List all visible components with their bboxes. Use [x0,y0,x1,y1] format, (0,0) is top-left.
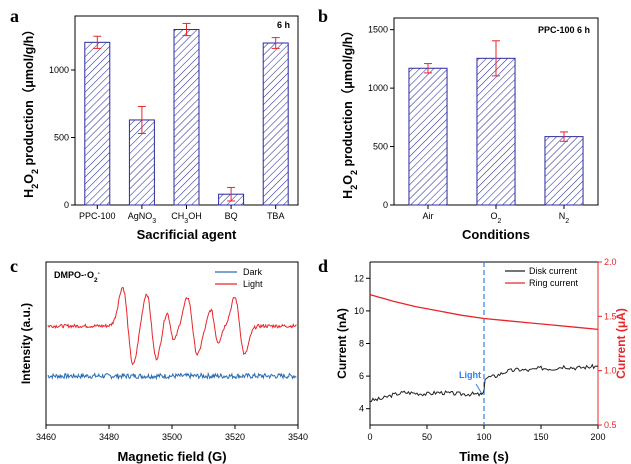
x-tick-label: PPC-100 [79,211,116,221]
legend-label: Ring current [529,278,579,288]
label-part: BQ [225,211,238,221]
legend-label: Disk current [529,266,578,276]
x-tick-label: 100 [476,432,491,442]
x-tick-label: 3460 [36,432,56,442]
bar [408,67,448,206]
legend-label: Light [243,279,263,289]
x-tick-label: 150 [533,432,548,442]
light-arrow [475,383,483,395]
y-tick-label-left: 8 [359,339,364,349]
label-part: PPC-100 [79,211,116,221]
panel-c-label: c [10,256,18,276]
label-part: CH [171,211,184,221]
light-label: Light [459,370,481,380]
label-part: 2 [94,277,98,284]
y-tick-label-left: 12 [354,273,364,283]
y-tick-label-right: 2.0 [604,257,617,267]
x-tick-label: 200 [590,432,605,442]
y-tick-label-right: 1.0 [604,366,617,376]
label-part: production（μmol/g/h） [21,23,36,169]
label-part: TBA [267,211,285,221]
x-tick-label: TBA [267,211,285,221]
y-tick-label: 0 [383,200,388,210]
x-tick-label: BQ [225,211,238,221]
y-axis-title: H2O2 production（μmol/g/h） [21,23,40,198]
series-line-light [47,286,297,366]
bar [476,57,516,206]
label-part: DMPO-·O [54,270,94,280]
x-tick-label: 3520 [225,432,245,442]
x-tick-label: O2 [491,211,502,225]
y-tick-label-left: 4 [359,404,364,414]
label-part: 2 [565,218,569,225]
label-part: 2 [349,170,359,175]
y-tick-label: 500 [54,133,69,143]
annotation: PPC-100 6 h [538,25,590,35]
label-part: 3 [184,218,188,225]
panel-c: c 3460 3480 3500 3520 3540 Magnetic field (G)… [10,256,308,464]
y-tick-label: 1500 [368,25,388,35]
x-tick-label: 3540 [288,432,308,442]
label-part: N [559,211,566,221]
series-line-ring-current [369,293,599,331]
x-tick-label: Air [423,211,434,221]
label-part: H [22,189,36,198]
x-axis-title: Conditions [462,227,530,242]
panel-b-label: b [318,6,328,26]
label-part: OH [188,211,202,221]
y-tick-label-right: 0.5 [604,420,617,430]
bar [262,42,289,206]
y-tick-label-right: 1.5 [604,311,617,321]
bar [84,41,111,206]
bar [544,136,584,206]
y-tick-label: 500 [373,142,388,152]
label-part: 2 [349,185,359,190]
x-axis-title: Magnetic field (G) [117,449,226,464]
series-line-dark [47,371,297,381]
label-part: Air [423,211,434,221]
x-tick-label: 3500 [162,432,182,442]
x-axis-title: Sacrificial agent [137,227,237,242]
y-axis-title: Intensity (a.u.) [19,303,33,384]
x-tick-label: AgNO3 [128,211,157,225]
y-axis-title: H2O2 production（μmol/g/h） [340,24,359,199]
label-part: 3 [152,218,156,225]
label-part: 2 [30,169,40,174]
series-line-disk-current [369,363,599,403]
x-tick-label: 0 [367,432,372,442]
bar [173,29,200,206]
y-axis-title-left: Current (nA) [335,308,349,379]
label-part: O [22,174,36,184]
label-part: AgNO [128,211,153,221]
label-part: 2 [498,218,502,225]
panel-d-label: d [318,256,328,276]
legend-label: Dark [243,267,263,277]
x-tick-label: N2 [559,211,570,225]
label-part: O [341,175,355,185]
annotation: 6 h [277,20,290,30]
label-part: 2 [30,184,40,189]
y-tick-label: 1000 [49,65,69,75]
x-tick-label: 50 [422,432,432,442]
label-part: - [98,270,100,277]
panel-d: d 0 50 100 150 200 4 6 8 10 12 0.5 1.0 1.5 2.0 Time (s… [318,256,628,464]
y-tick-label: 0 [64,200,69,210]
label-part: production（μmol/g/h） [340,24,355,170]
panel-a-label: a [10,6,19,26]
y-tick-label-left: 10 [354,306,364,316]
y-tick-label: 1000 [368,83,388,93]
y-axis-title-right: Current (μA) [614,308,628,379]
x-axis-title: Time (s) [459,449,509,464]
x-tick-label: CH3OH [171,211,201,225]
annotation: DMPO-·O2- [54,270,100,284]
label-part: H [341,190,355,199]
y-tick-label-left: 6 [359,371,364,381]
x-tick-label: 3480 [99,432,119,442]
label-part: O [491,211,498,221]
